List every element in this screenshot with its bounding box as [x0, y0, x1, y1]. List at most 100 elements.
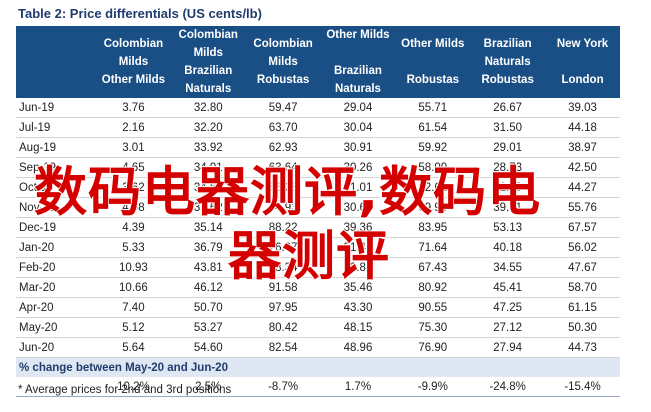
- table-title: Table 2: Price differentials (US cents/l…: [18, 6, 262, 21]
- column-header-line: Naturals: [484, 56, 531, 68]
- watermark-line-2: 器测评: [227, 225, 390, 288]
- table-cell: 30.64: [320, 197, 396, 218]
- table-cell: 80.42: [245, 317, 321, 338]
- column-header-line: Brazilian: [483, 38, 532, 50]
- table-cell: 46.12: [170, 277, 246, 298]
- table-cell: 61.54: [395, 117, 471, 138]
- table-cell: 88.22: [245, 217, 321, 238]
- column-header-line: Other Milds: [101, 74, 166, 86]
- table-cell: 63.64: [245, 157, 321, 178]
- row-label: Jul-19: [16, 117, 96, 138]
- table-cell: 29.04: [320, 98, 396, 118]
- column-header: New York London: [545, 26, 620, 98]
- table-cell: 55.71: [395, 98, 471, 118]
- table-row: Sep-19 4.65 34.91 63.64 30.26 58.99 28.73 42.50: [16, 157, 620, 178]
- table-cell: 50.70: [170, 297, 246, 318]
- table-cell: 26.67: [470, 98, 546, 118]
- table-cell: 90.55: [395, 297, 471, 318]
- table-row: Aug-19 3.01 33.92 62.93 30.91 59.92 29.01 38.97: [16, 137, 620, 158]
- column-header-line: Other Milds: [401, 38, 465, 50]
- column-header-line: Robustas: [481, 74, 534, 86]
- table-cell: 55.76: [545, 197, 620, 218]
- price-table: Colombian Milds Other Milds Colombian Milds B…: [16, 26, 620, 397]
- header-row: Colombian Milds Other Milds Colombian Milds B…: [16, 26, 620, 98]
- table-cell: 4.65: [96, 157, 171, 178]
- row-label: Sep-19: [16, 157, 96, 178]
- table-cell: 3.62: [96, 177, 171, 198]
- table-cell: 39.36: [320, 217, 396, 238]
- column-header-line: London: [561, 74, 604, 86]
- table-cell: 76.97: [245, 237, 321, 258]
- corner-cell: [16, 26, 96, 98]
- column-header-line: New York: [556, 38, 609, 50]
- table-cell: 54.60: [170, 337, 246, 358]
- table-cell: 31.60: [470, 177, 546, 198]
- table-cell: 27.12: [470, 317, 546, 338]
- table-cell: 34.55: [470, 257, 546, 278]
- table-cell: 35.14: [170, 217, 246, 238]
- table-row: Oct-19 3.62 34.63 66.23 31.01 62.61 31.60 44.27: [16, 177, 620, 198]
- column-header: Colombian Milds Other Milds: [96, 26, 171, 98]
- row-label: May-20: [16, 317, 96, 338]
- table-cell: 30.26: [320, 157, 396, 178]
- column-header-line: Robustas: [406, 74, 459, 86]
- table-row: Feb-20 10.93 43.81 78.34 32.88 67.43 34.55 47.6…: [16, 257, 620, 278]
- column-header: Colombian Milds Brazilian Naturals: [170, 26, 246, 98]
- table-cell: 38.97: [545, 137, 620, 158]
- table-cell: 27.94: [470, 337, 546, 358]
- table-cell: 50.30: [545, 317, 620, 338]
- table-cell: 53.27: [170, 317, 246, 338]
- table-cell: 29.01: [470, 137, 546, 158]
- table-cell: 10.66: [96, 277, 171, 298]
- column-header-line: Brazilian: [333, 65, 382, 77]
- table-cell: 63.70: [245, 117, 321, 138]
- table-cell: 61.15: [545, 297, 620, 318]
- column-header-line: [397, 53, 468, 71]
- table-cell: 76.90: [395, 337, 471, 358]
- table-cell: 45.41: [470, 277, 546, 298]
- row-label: Jun-20: [16, 337, 96, 358]
- table-body: Jun-19 3.76 32.80 59.47 29.04 55.71 26.67 39.03…: [16, 98, 620, 397]
- table-cell: 32.80: [170, 98, 246, 118]
- table-cell: 83.95: [395, 217, 471, 238]
- table-cell: 34.63: [170, 177, 246, 198]
- table-row: Jun-19 3.76 32.80 59.47 29.04 55.71 26.67 39.03: [16, 98, 620, 118]
- table-row: Apr-20 7.40 50.70 97.95 43.30 90.55 47.25 61.15: [16, 297, 620, 318]
- column-header-line: Milds: [118, 56, 149, 68]
- table-cell: 39.03: [545, 98, 620, 118]
- row-label: Jan-20: [16, 237, 96, 258]
- pct-change-cell: -8.7%: [245, 377, 321, 397]
- table-cell: 30.91: [320, 137, 396, 158]
- row-label: Apr-20: [16, 297, 96, 318]
- column-header: Other Milds Brazilian Naturals: [320, 26, 396, 98]
- pct-change-cell: 1.7%: [320, 377, 396, 397]
- table-row: Nov-19 4.98 35.62 74.93 30.64 69.95 39.31 55.76: [16, 197, 620, 218]
- table-cell: 44.18: [545, 117, 620, 138]
- column-header: Colombian Milds Robustas: [245, 26, 321, 98]
- table-cell: 82.54: [245, 337, 321, 358]
- column-header-line: Milds: [268, 56, 298, 68]
- row-label: Jun-19: [16, 98, 96, 118]
- table-cell: 59.92: [395, 137, 471, 158]
- table-cell: 36.79: [170, 237, 246, 258]
- row-label: Oct-19: [16, 177, 96, 198]
- row-label: Mar-20: [16, 277, 96, 298]
- table-cell: 3.01: [96, 137, 171, 158]
- table-row: Mar-20 10.66 46.12 91.58 35.46 80.92 45.41 58.7…: [16, 277, 620, 298]
- column-header-line: Colombian: [178, 29, 238, 41]
- table-cell: 5.33: [96, 237, 171, 258]
- table-row: Jun-20 5.64 54.60 82.54 48.96 76.90 27.94 44.73: [16, 337, 620, 358]
- table-cell: 10.93: [96, 257, 171, 278]
- column-header-line: [547, 53, 618, 71]
- pct-change-cell: -15.4%: [545, 377, 620, 397]
- table-cell: 58.99: [395, 157, 471, 178]
- column-header: Brazilian Naturals Robustas: [470, 26, 546, 98]
- row-label: Aug-19: [16, 137, 96, 158]
- table-cell: 75.30: [395, 317, 471, 338]
- table-cell: 43.81: [170, 257, 246, 278]
- table-cell: 4.98: [96, 197, 171, 218]
- table-cell: 97.95: [245, 297, 321, 318]
- table-cell: 34.91: [170, 157, 246, 178]
- table-cell: 5.64: [96, 337, 171, 358]
- table-row: Dec-19 4.39 35.14 88.22 39.36 83.95 53.13 67.57: [16, 217, 620, 238]
